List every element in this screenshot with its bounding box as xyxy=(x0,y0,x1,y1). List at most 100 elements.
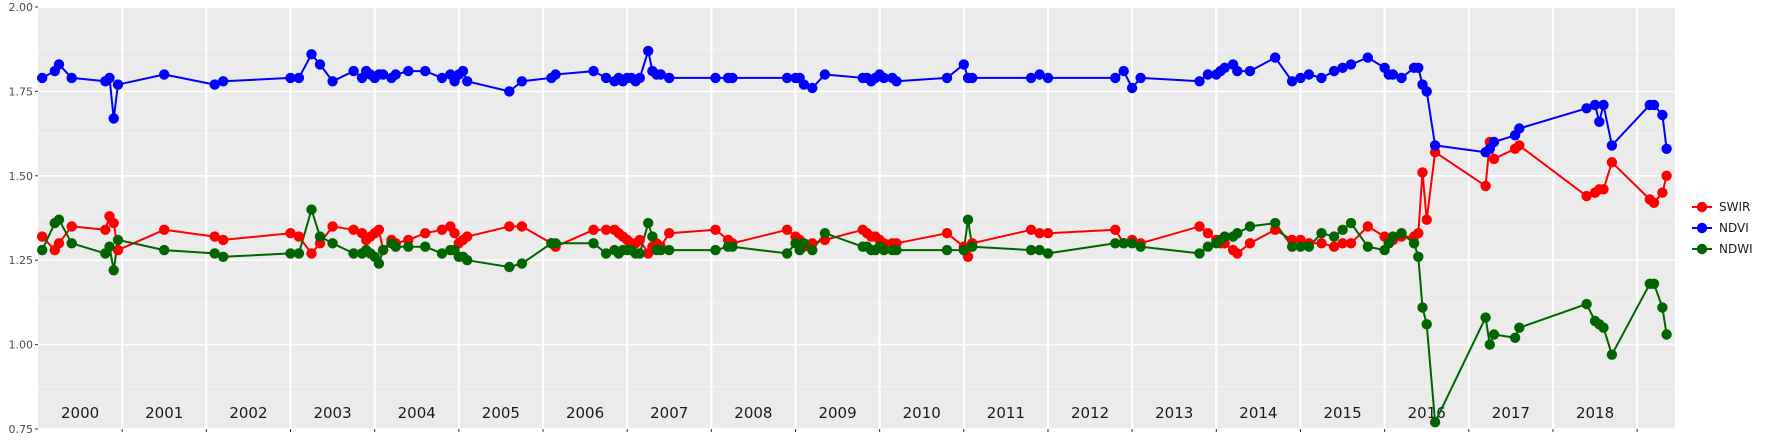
legend-key-point xyxy=(1696,201,1708,213)
data-point-ndwi xyxy=(664,244,675,256)
legend-item-swir: SWIR xyxy=(1692,200,1750,214)
data-point-swir xyxy=(159,224,170,235)
data-point-ndvi xyxy=(1219,62,1230,73)
data-point-ndwi xyxy=(1034,244,1045,256)
data-point-ndwi xyxy=(314,231,326,242)
data-point-swir xyxy=(1337,238,1348,249)
data-point-swir xyxy=(1025,224,1037,235)
data-point-swir xyxy=(588,224,599,235)
data-point-ndwi xyxy=(1657,302,1668,313)
data-point-swir xyxy=(306,248,317,259)
data-point-ndvi xyxy=(37,72,48,84)
year-label: 2009 xyxy=(818,404,856,422)
data-point-ndwi xyxy=(1429,417,1441,428)
data-point-ndvi xyxy=(1657,109,1668,121)
data-point-swir xyxy=(1202,228,1214,239)
y-tick-label: 0.75 xyxy=(9,423,34,436)
data-point-ndvi xyxy=(1337,62,1348,73)
data-point-ndwi xyxy=(967,241,978,252)
data-point-ndvi xyxy=(293,72,305,84)
data-point-ndvi xyxy=(710,72,721,84)
data-point-ndwi xyxy=(504,261,515,273)
data-point-ndwi xyxy=(798,238,810,249)
data-point-ndvi xyxy=(1126,82,1138,94)
data-point-ndvi xyxy=(1413,62,1424,73)
data-point-ndwi xyxy=(285,248,296,259)
data-point-ndvi xyxy=(807,82,818,94)
data-point-swir xyxy=(112,244,124,256)
data-point-ndvi xyxy=(112,79,124,90)
data-point-ndvi xyxy=(66,72,77,84)
data-point-swir xyxy=(37,231,48,242)
year-label: 2003 xyxy=(313,404,351,422)
data-point-ndvi xyxy=(1295,72,1306,84)
data-point-ndwi xyxy=(1135,241,1146,252)
data-point-swir xyxy=(373,224,385,235)
data-point-ndwi xyxy=(878,244,890,256)
data-point-ndvi xyxy=(1396,72,1407,84)
data-point-swir xyxy=(1657,187,1668,198)
y-tick-label: 1.00 xyxy=(9,339,34,352)
data-point-ndvi xyxy=(664,72,675,84)
data-point-ndvi xyxy=(819,69,831,80)
data-point-ndwi xyxy=(655,244,666,256)
data-point-ndvi xyxy=(1316,72,1327,84)
data-point-ndwi xyxy=(1337,224,1348,235)
data-point-swir xyxy=(108,217,119,229)
data-point-ndvi xyxy=(104,72,115,84)
data-point-ndvi xyxy=(1598,99,1609,111)
data-point-ndvi xyxy=(1328,65,1340,77)
data-point-ndvi xyxy=(1387,69,1399,80)
data-point-ndwi xyxy=(1345,217,1357,229)
data-point-ndwi xyxy=(958,244,969,256)
series-points xyxy=(37,45,1672,428)
data-point-ndwi xyxy=(327,238,338,249)
data-point-ndwi xyxy=(1421,319,1432,330)
year-label: 2012 xyxy=(1071,404,1109,422)
data-point-ndwi xyxy=(634,248,645,259)
data-point-ndvi xyxy=(1244,65,1256,77)
legend-key-point xyxy=(1696,222,1708,234)
data-point-ndvi xyxy=(1345,59,1357,70)
data-point-ndwi xyxy=(941,244,953,256)
data-point-swir xyxy=(285,228,296,239)
data-point-ndwi xyxy=(1509,332,1521,343)
data-point-ndwi xyxy=(1270,217,1281,229)
data-point-ndvi xyxy=(550,69,561,80)
data-point-ndwi xyxy=(600,248,612,259)
data-point-swir xyxy=(462,231,473,242)
data-point-ndwi xyxy=(112,234,124,246)
data-point-ndwi xyxy=(1661,329,1672,340)
data-point-swir xyxy=(600,224,612,235)
year-label: 2011 xyxy=(987,404,1025,422)
data-point-ndvi xyxy=(314,59,326,70)
data-point-ndvi xyxy=(377,69,389,80)
data-point-ndvi xyxy=(1421,86,1432,97)
data-point-ndwi xyxy=(1194,248,1205,259)
data-point-swir xyxy=(436,224,448,235)
data-point-ndvi xyxy=(1648,99,1660,111)
data-point-swir xyxy=(348,224,359,235)
data-point-ndvi xyxy=(600,72,612,84)
data-point-ndvi xyxy=(1118,65,1129,77)
data-point-ndvi xyxy=(1270,52,1281,63)
data-point-ndwi xyxy=(1110,238,1121,249)
data-point-ndwi xyxy=(108,265,119,276)
year-label: 2004 xyxy=(398,404,436,422)
data-point-ndvi xyxy=(655,69,666,80)
year-label: 2008 xyxy=(734,404,772,422)
data-point-ndwi xyxy=(1118,238,1129,249)
year-label: 2013 xyxy=(1155,404,1193,422)
data-point-ndvi xyxy=(967,72,978,84)
data-point-ndwi xyxy=(1316,228,1327,239)
data-point-swir xyxy=(1328,241,1340,252)
data-point-ndwi xyxy=(550,238,561,249)
year-label: 2010 xyxy=(903,404,941,422)
data-point-ndvi xyxy=(1362,52,1374,63)
data-point-ndvi xyxy=(1042,72,1054,84)
data-point-ndwi xyxy=(643,217,654,229)
data-point-ndwi xyxy=(1484,339,1496,350)
minor-gridlines xyxy=(38,48,1675,388)
data-point-ndvi xyxy=(798,79,810,90)
data-point-ndwi xyxy=(1232,228,1243,239)
